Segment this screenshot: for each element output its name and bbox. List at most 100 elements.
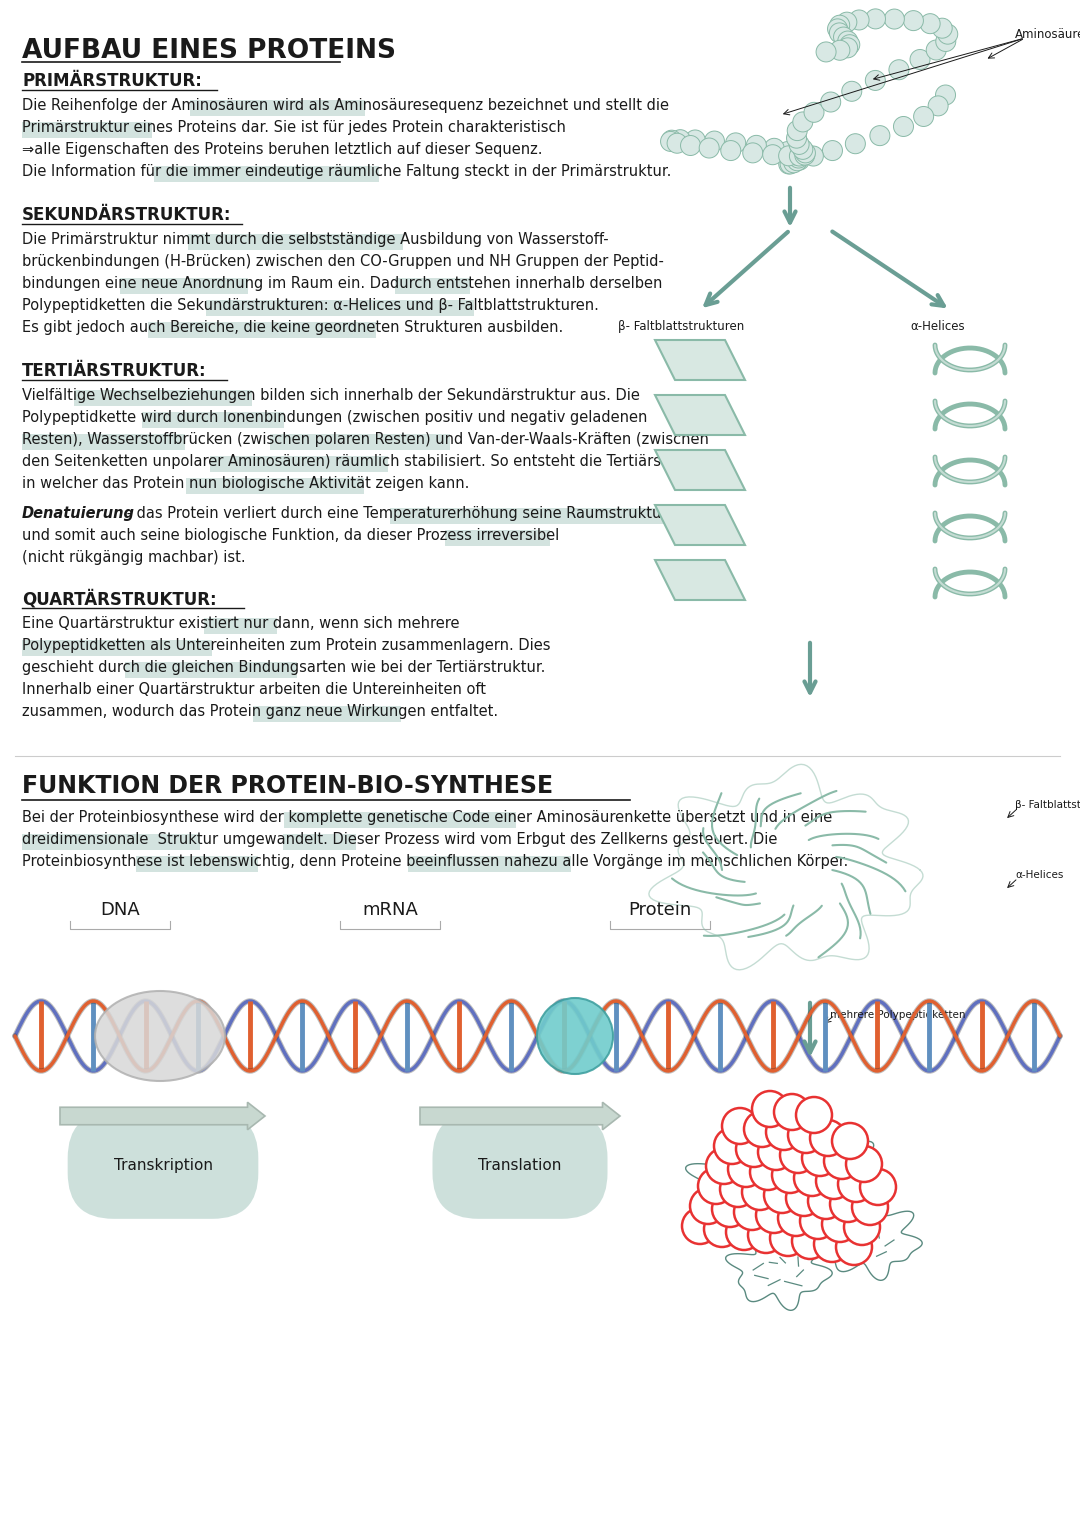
Text: Die Primärstruktur nimmt durch die selbstständige Ausbildung von Wasserstoff-: Die Primärstruktur nimmt durch die selbs…	[22, 232, 609, 247]
Circle shape	[780, 1138, 816, 1173]
Circle shape	[537, 999, 613, 1073]
FancyBboxPatch shape	[395, 278, 470, 295]
Circle shape	[742, 1174, 778, 1209]
Circle shape	[779, 154, 799, 174]
Circle shape	[734, 1194, 770, 1231]
Circle shape	[723, 1109, 758, 1144]
Circle shape	[720, 1171, 756, 1206]
Circle shape	[927, 40, 946, 60]
Text: Polypeptidketten als Untereinheiten zum Protein zusammenlagern. Dies: Polypeptidketten als Untereinheiten zum …	[22, 638, 551, 654]
Circle shape	[784, 153, 804, 173]
Polygon shape	[726, 1235, 833, 1310]
Circle shape	[698, 1168, 734, 1203]
Circle shape	[714, 1128, 750, 1164]
Circle shape	[831, 1186, 866, 1222]
Circle shape	[889, 60, 909, 79]
Text: TERTIÄRSTRUKTUR:: TERTIÄRSTRUKTUR:	[22, 362, 206, 380]
Circle shape	[865, 9, 886, 29]
FancyBboxPatch shape	[253, 705, 401, 722]
Circle shape	[849, 11, 869, 31]
Text: SEKUNDÄRSTRUKTUR:: SEKUNDÄRSTRUKTUR:	[22, 206, 231, 224]
Circle shape	[814, 1226, 850, 1261]
Circle shape	[704, 131, 725, 151]
Text: bindungen eine neue Anordnung im Raum ein. Dadurch entstehen innerhalb derselben: bindungen eine neue Anordnung im Raum ei…	[22, 276, 662, 292]
Circle shape	[920, 14, 941, 34]
Circle shape	[704, 1211, 740, 1248]
FancyBboxPatch shape	[120, 278, 248, 295]
Polygon shape	[60, 1102, 265, 1130]
Circle shape	[823, 140, 842, 160]
Text: Bei der Proteinbiosynthese wird der komplette genetische Code einer Aminosäurenk: Bei der Proteinbiosynthese wird der komp…	[22, 809, 833, 825]
Circle shape	[765, 139, 784, 159]
Text: ⇒alle Eigenschaften des Proteins beruhen letztlich auf dieser Sequenz.: ⇒alle Eigenschaften des Proteins beruhen…	[22, 142, 542, 157]
Polygon shape	[420, 1102, 620, 1130]
Circle shape	[793, 139, 813, 159]
Circle shape	[726, 133, 745, 153]
Circle shape	[774, 1093, 810, 1130]
Circle shape	[802, 1141, 838, 1176]
FancyBboxPatch shape	[206, 299, 474, 316]
Polygon shape	[654, 450, 745, 490]
Text: brückenbindungen (H-Brücken) zwischen den CO-Gruppen und NH Gruppen der Peptid-: brückenbindungen (H-Brücken) zwischen de…	[22, 253, 664, 269]
Circle shape	[796, 1096, 832, 1133]
Circle shape	[746, 136, 767, 156]
Text: Translation: Translation	[478, 1157, 562, 1173]
Text: QUARTÄRSTRUKTUR:: QUARTÄRSTRUKTUR:	[22, 589, 217, 609]
Circle shape	[841, 81, 862, 101]
Text: Primärstruktur eines Proteins dar. Sie ist für jedes Protein charakteristisch: Primärstruktur eines Proteins dar. Sie i…	[22, 121, 566, 134]
Text: Polypeptidkette wird durch Ionenbindungen (zwischen positiv und negativ geladene: Polypeptidkette wird durch Ionenbindunge…	[22, 411, 647, 425]
Text: den Seitenketten unpolarer Aminosäuren) räumlich stabilisiert. So entsteht die T: den Seitenketten unpolarer Aminosäuren) …	[22, 454, 717, 469]
Circle shape	[744, 1112, 780, 1147]
Circle shape	[758, 1135, 794, 1170]
Text: AUFBAU EINES PROTEINS: AUFBAU EINES PROTEINS	[22, 38, 396, 64]
Circle shape	[843, 1209, 880, 1245]
Circle shape	[935, 86, 956, 105]
Circle shape	[789, 150, 810, 169]
Circle shape	[770, 1220, 806, 1257]
Text: Aminosäuren: Aminosäuren	[1015, 27, 1080, 41]
Text: Es gibt jedoch auch Bereiche, die keine geordneten Strukturen ausbilden.: Es gibt jedoch auch Bereiche, die keine …	[22, 321, 564, 334]
Circle shape	[804, 147, 823, 166]
Circle shape	[816, 1164, 852, 1199]
Circle shape	[667, 133, 687, 153]
Circle shape	[756, 1197, 792, 1232]
FancyBboxPatch shape	[136, 857, 258, 872]
Circle shape	[852, 1190, 888, 1225]
Circle shape	[699, 137, 719, 157]
Text: α-Helices: α-Helices	[1015, 870, 1064, 880]
Circle shape	[794, 1161, 831, 1196]
FancyBboxPatch shape	[141, 412, 284, 428]
Circle shape	[838, 1167, 874, 1202]
Circle shape	[860, 1170, 896, 1205]
Circle shape	[903, 11, 923, 31]
Polygon shape	[686, 1145, 793, 1220]
Circle shape	[662, 130, 681, 150]
Circle shape	[789, 147, 809, 166]
Text: Resten), Wasserstoffbrücken (zwischen polaren Resten) und Van-der-Waals-Kräften : Resten), Wasserstoffbrücken (zwischen po…	[22, 432, 708, 447]
FancyBboxPatch shape	[210, 457, 388, 472]
Circle shape	[788, 148, 809, 168]
FancyBboxPatch shape	[283, 834, 356, 851]
FancyBboxPatch shape	[284, 812, 516, 828]
Circle shape	[837, 12, 856, 32]
Text: zusammen, wodurch das Protein ganz neue Wirkungen entfaltet.: zusammen, wodurch das Protein ganz neue …	[22, 704, 498, 719]
FancyBboxPatch shape	[22, 834, 200, 851]
Circle shape	[661, 131, 680, 151]
Text: α-Helices: α-Helices	[910, 321, 964, 333]
Circle shape	[937, 24, 958, 44]
Circle shape	[762, 145, 783, 165]
Circle shape	[846, 1145, 882, 1182]
Text: Die Information für die immer eindeutige räumliche Faltung steckt in der Primärs: Die Information für die immer eindeutige…	[22, 163, 672, 179]
Circle shape	[778, 1200, 814, 1235]
Circle shape	[838, 31, 858, 50]
Circle shape	[786, 1180, 822, 1215]
Circle shape	[748, 1217, 784, 1254]
Circle shape	[865, 70, 886, 90]
Text: und somit auch seine biologische Funktion, da dieser Prozess irreversibel: und somit auch seine biologische Funktio…	[22, 528, 559, 544]
Text: in welcher das Protein nun biologische Aktivität zeigen kann.: in welcher das Protein nun biologische A…	[22, 476, 470, 492]
Polygon shape	[654, 341, 745, 380]
Circle shape	[728, 1151, 764, 1186]
Circle shape	[821, 92, 840, 111]
Text: β- Faltblattstruktur: β- Faltblattstruktur	[1015, 800, 1080, 809]
Polygon shape	[775, 1135, 882, 1211]
